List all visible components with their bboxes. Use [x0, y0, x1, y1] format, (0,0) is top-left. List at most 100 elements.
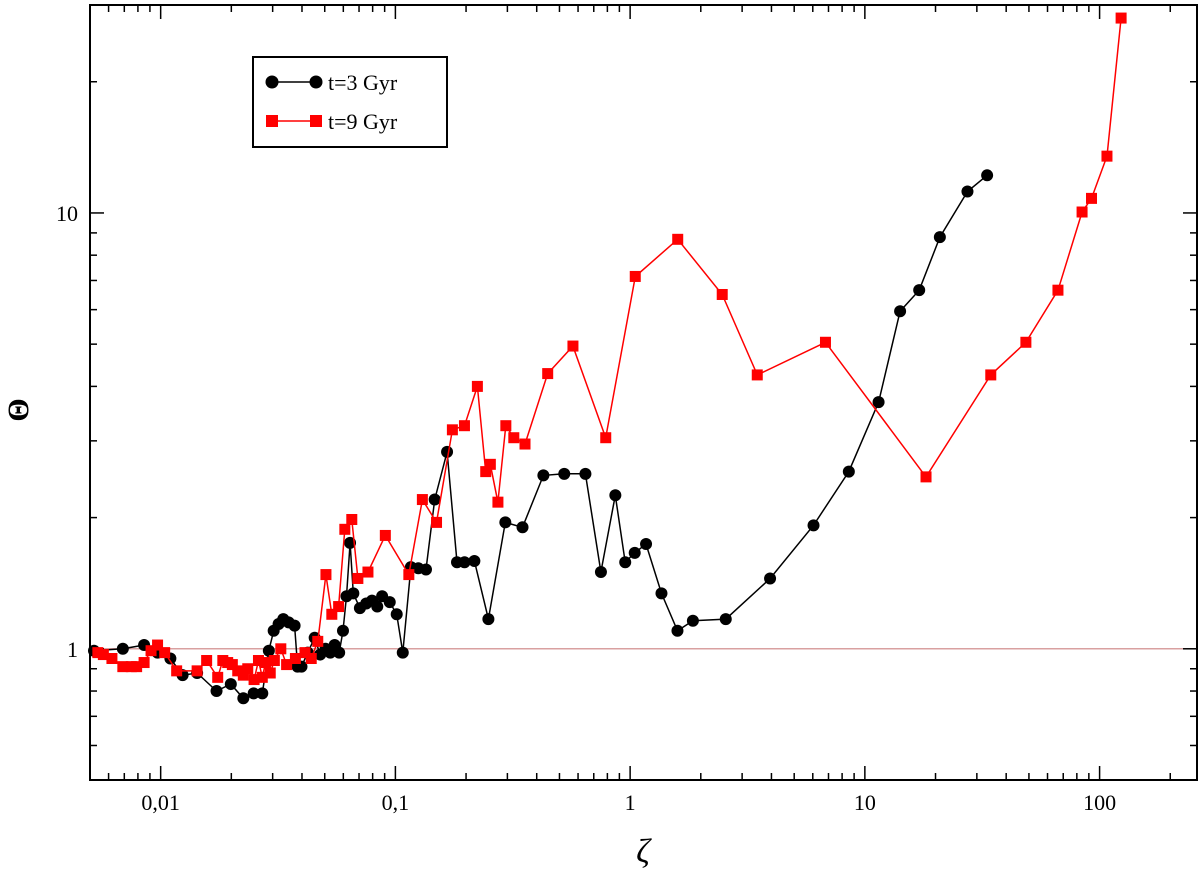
data-point — [458, 420, 470, 432]
data-point — [894, 305, 907, 318]
data-point — [842, 465, 855, 478]
data-point — [232, 665, 244, 677]
data-point — [1101, 150, 1113, 162]
data-point — [1020, 336, 1032, 348]
data-point — [1076, 206, 1088, 218]
data-point — [383, 596, 396, 609]
data-point — [237, 692, 250, 705]
x-tick-label: 10 — [854, 790, 876, 815]
data-point — [159, 647, 171, 659]
data-point — [262, 644, 275, 657]
data-point — [579, 467, 592, 480]
data-point — [242, 663, 254, 675]
data-point — [619, 556, 632, 569]
data-point — [403, 569, 415, 581]
data-point — [379, 529, 391, 541]
data-point — [609, 489, 622, 502]
legend-marker-series-2 — [266, 115, 278, 127]
data-point — [326, 608, 338, 620]
data-point — [655, 587, 668, 600]
series-2 — [92, 12, 1127, 686]
axis-ticks — [89, 4, 1197, 781]
data-point — [516, 521, 529, 534]
data-point — [92, 647, 104, 659]
data-point — [431, 516, 443, 528]
data-point — [281, 659, 293, 671]
x-axis-title: ζ — [636, 833, 652, 870]
y-tick-label: 10 — [56, 201, 78, 226]
data-point — [441, 445, 454, 458]
data-point — [672, 233, 684, 245]
data-point — [171, 665, 183, 677]
data-point — [289, 653, 301, 665]
data-point — [872, 396, 885, 409]
data-point — [268, 655, 280, 667]
legend-box — [252, 56, 448, 148]
data-point — [299, 647, 311, 659]
data-point — [390, 608, 403, 621]
data-point — [352, 572, 364, 584]
data-point — [138, 657, 150, 669]
data-point — [256, 671, 268, 683]
data-point — [201, 655, 213, 667]
data-point — [117, 661, 129, 673]
data-point — [446, 424, 458, 436]
data-point — [961, 185, 974, 198]
data-point — [640, 537, 653, 550]
data-point — [264, 667, 276, 679]
data-point — [416, 494, 428, 506]
data-point — [751, 369, 763, 381]
data-point — [210, 685, 223, 698]
data-point — [333, 601, 345, 613]
data-point — [106, 653, 118, 665]
x-tick-label: 100 — [1083, 790, 1116, 815]
data-point — [920, 471, 932, 483]
data-point — [807, 519, 820, 532]
data-point — [191, 665, 203, 677]
data-point — [1086, 192, 1098, 204]
data-point — [131, 661, 143, 673]
data-point — [362, 566, 374, 578]
legend: t=3 Gyr t=9 Gyr — [252, 56, 448, 148]
data-point — [339, 523, 351, 535]
series-layer — [87, 12, 1127, 705]
data-point — [371, 600, 384, 613]
data-point — [212, 671, 224, 683]
legend-marker-series-2b — [310, 115, 322, 127]
data-point — [985, 369, 997, 381]
y-tick-label: 1 — [67, 637, 78, 662]
data-point — [152, 639, 164, 651]
data-point — [145, 645, 157, 657]
data-point — [719, 613, 732, 626]
data-point — [567, 340, 579, 352]
data-point — [252, 655, 264, 667]
data-point — [226, 659, 238, 671]
data-point — [558, 467, 571, 480]
data-point — [1052, 284, 1064, 296]
data-point — [336, 624, 349, 637]
data-point — [419, 563, 432, 576]
x-tick-label: 1 — [625, 790, 636, 815]
data-point — [333, 646, 346, 659]
legend-marker-series-1 — [265, 75, 279, 89]
data-point — [248, 674, 260, 686]
data-point — [981, 169, 994, 182]
data-point — [468, 555, 481, 568]
data-point — [480, 466, 492, 478]
data-point — [260, 657, 272, 669]
x-tick-label: 0,01 — [141, 790, 180, 815]
data-point — [305, 653, 317, 665]
data-point — [537, 469, 550, 482]
data-point — [482, 613, 495, 626]
data-point — [500, 420, 512, 432]
data-point — [471, 380, 483, 392]
data-point — [275, 643, 287, 655]
data-point — [499, 516, 512, 529]
data-point — [542, 368, 554, 380]
data-point — [628, 546, 641, 559]
data-point — [428, 493, 441, 506]
data-point — [671, 624, 684, 637]
data-point — [519, 438, 531, 450]
data-point — [458, 556, 471, 569]
